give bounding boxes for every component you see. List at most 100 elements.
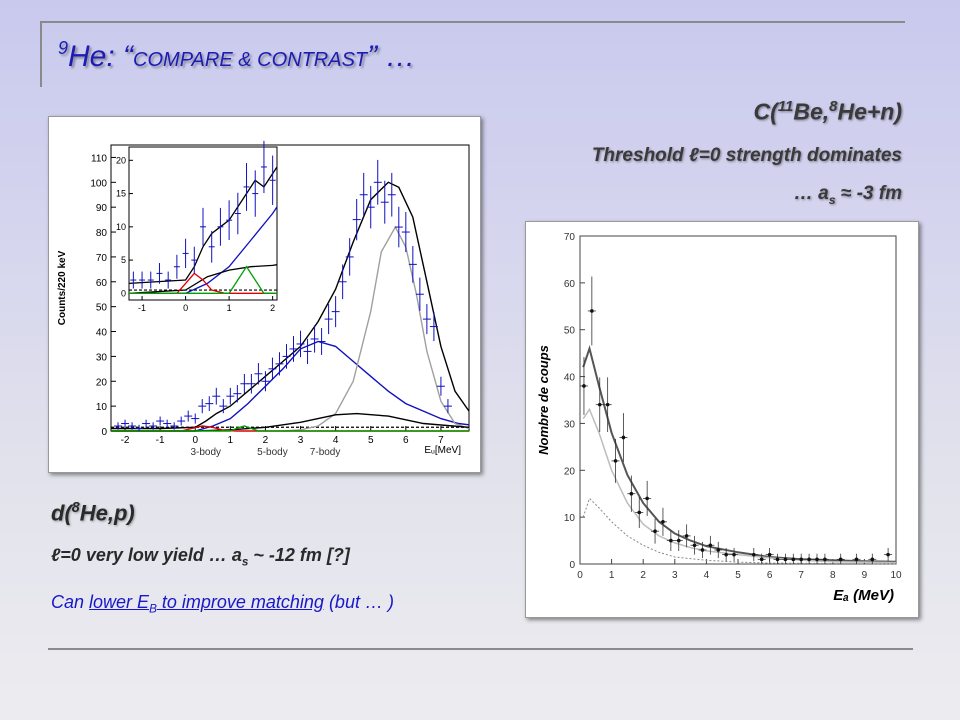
- fit-curve: [111, 340, 470, 432]
- data-point: [716, 548, 721, 552]
- data-point: [669, 538, 673, 543]
- left-line2-pre: ℓ=0 very low yield … a: [51, 545, 242, 565]
- x-tick-label: 6: [403, 435, 409, 446]
- x-tick-label: 5: [735, 570, 741, 581]
- data-point: [684, 534, 689, 538]
- data-point: [597, 402, 602, 407]
- data-point: [629, 491, 634, 496]
- title-smallcaps: COMPARE & CONTRAST: [133, 49, 368, 71]
- y-tick-label: 50: [96, 303, 108, 314]
- left-line-low-yield: ℓ=0 very low yield … as ~ -12 fm [?]: [51, 545, 350, 569]
- y-axis-label: Nombre de coups: [536, 345, 551, 455]
- left-reaction: d(8He,p): [51, 500, 135, 526]
- data-point: [582, 384, 586, 388]
- inset-y-tick-label: 15: [116, 189, 126, 199]
- data-point: [791, 557, 796, 562]
- x-axis-label: Eₐ (MeV): [833, 587, 894, 604]
- left-line3-u1-sub: B: [149, 602, 157, 616]
- data-point: [752, 552, 756, 557]
- slide-title: 9He: “COMPARE & CONTRAST” …: [58, 38, 415, 74]
- y-axis-label: Counts/220 keV: [57, 250, 68, 325]
- y-tick-label: 40: [564, 373, 576, 384]
- y-tick-label: 60: [564, 279, 576, 290]
- data-point: [815, 557, 819, 562]
- inset-x-tick-label: 2: [270, 303, 275, 313]
- data-point: [590, 309, 594, 313]
- right-plot-frame: [579, 235, 897, 565]
- left-line3-post: (but … ): [323, 592, 394, 612]
- x-tick-label: 4: [704, 570, 710, 581]
- data-point: [605, 402, 610, 407]
- data-point: [838, 557, 843, 562]
- data-point: [621, 435, 626, 440]
- y-tick-label: 70: [96, 253, 108, 264]
- x-axis-label: Eᵤ[MeV]: [424, 445, 461, 456]
- inset-y-tick-label: 10: [116, 222, 126, 232]
- left-reaction-sup: 8: [71, 500, 80, 516]
- right-reaction-sup1: 11: [777, 98, 794, 115]
- annotation: 7-body: [310, 447, 341, 458]
- right-reaction-mid: Be,: [793, 98, 830, 125]
- annotation: 5-body: [257, 447, 288, 458]
- right-reaction-pre: C(: [753, 98, 778, 125]
- inset-x-tick-label: -1: [138, 303, 146, 313]
- fit-curve: [111, 181, 470, 430]
- y-tick-label: 60: [96, 278, 108, 289]
- right-line3-sub: s: [828, 192, 836, 207]
- left-line3-u1: lower E: [89, 592, 150, 612]
- data-point: [700, 548, 705, 552]
- fit-curve: [282, 225, 470, 432]
- title-left-rule: [40, 21, 42, 87]
- x-tick-label: 1: [228, 435, 234, 446]
- y-tick-label: 0: [569, 560, 575, 571]
- y-tick-label: 10: [96, 402, 108, 413]
- x-tick-label: 1: [609, 570, 615, 581]
- right-reaction-sup2: 8: [829, 98, 838, 115]
- x-tick-label: 2: [263, 435, 269, 446]
- y-tick-label: 110: [91, 153, 107, 164]
- data-point: [676, 538, 681, 543]
- x-tick-label: 4: [333, 435, 339, 446]
- bottom-rule: [48, 648, 913, 650]
- fit-curve: [582, 497, 897, 565]
- data-point: [886, 552, 890, 557]
- y-tick-label: 0: [101, 427, 107, 438]
- left-line2-sub: s: [241, 555, 249, 569]
- data-point: [767, 552, 772, 557]
- x-tick-label: 0: [577, 570, 583, 581]
- inset-x-tick-label: 1: [227, 303, 232, 313]
- y-tick-label: 40: [96, 328, 108, 339]
- right-line-scattering-length: … as ≈ -3 fm: [794, 183, 902, 207]
- x-tick-label: 6: [767, 570, 773, 581]
- y-tick-label: 70: [564, 232, 576, 243]
- fit-curve: [582, 344, 897, 563]
- y-tick-label: 100: [90, 178, 107, 189]
- data-point: [692, 543, 697, 548]
- x-tick-label: -1: [156, 435, 165, 446]
- x-tick-label: 3: [298, 435, 304, 446]
- x-tick-label: 7: [438, 435, 444, 446]
- right-chart-panel: 0 10 20 30 40 50 60 70 0 1 2 3 4 5 6 7 8 9 10 Nombre de cou…: [525, 221, 919, 618]
- top-rule: [40, 21, 905, 23]
- data-point: [775, 557, 780, 562]
- inset-y-tick-label: 0: [121, 288, 126, 298]
- x-tick-label: 7: [798, 570, 804, 581]
- y-tick-label: 30: [564, 419, 576, 430]
- y-tick-label: 50: [564, 326, 576, 337]
- y-tick-label: 10: [564, 513, 576, 524]
- fit-curve: [111, 425, 469, 432]
- right-chart: 0 10 20 30 40 50 60 70 0 1 2 3 4 5 6 7 8 9 10 Nombre de cou…: [536, 232, 902, 604]
- left-line3-pre: Can: [51, 592, 90, 612]
- data-point: [637, 510, 642, 515]
- y-tick-label: 20: [96, 377, 108, 388]
- data-point: [807, 557, 811, 562]
- annotation: 3-body: [190, 447, 221, 458]
- data-point: [724, 552, 728, 557]
- data-point: [645, 496, 649, 501]
- left-reaction-post: He,p): [79, 500, 135, 526]
- right-line-threshold: Threshold ℓ=0 strength dominates: [591, 145, 902, 166]
- right-line3-pre: … a: [793, 183, 829, 204]
- data-point: [732, 552, 736, 557]
- right-reaction: C(11Be,8He+n): [754, 98, 902, 126]
